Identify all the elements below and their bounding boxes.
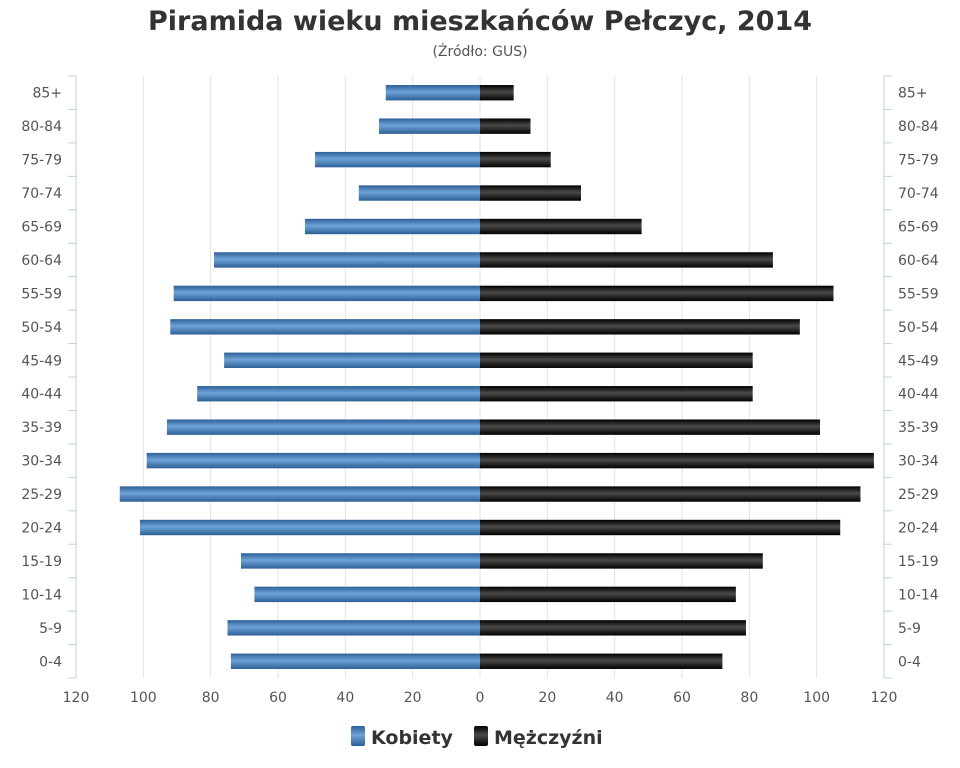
x-tick-label: 120 bbox=[871, 690, 898, 706]
x-tick-label: 20 bbox=[538, 690, 556, 706]
bar-mezczyzni-55-59[interactable] bbox=[480, 285, 834, 302]
bar-mezczyzni-45-49[interactable] bbox=[480, 352, 753, 368]
bar-mezczyzni-35-39[interactable] bbox=[480, 419, 821, 435]
x-tick-label: 60 bbox=[269, 690, 287, 706]
x-tick-label: 40 bbox=[336, 690, 354, 706]
y-tick-label-left: 75-79 bbox=[21, 153, 62, 169]
y-tick-label-left: 45-49 bbox=[21, 353, 62, 369]
y-tick-label-right: 30-34 bbox=[898, 454, 939, 470]
bar-kobiety-10-14[interactable] bbox=[254, 586, 480, 603]
y-tick-label-right: 85+ bbox=[898, 86, 928, 102]
y-tick-label-right: 40-44 bbox=[898, 387, 939, 403]
bars bbox=[119, 85, 874, 669]
bar-mezczyzni-30-34[interactable] bbox=[480, 452, 874, 469]
y-tick-label-right: 60-64 bbox=[898, 253, 939, 269]
bar-kobiety-75-79[interactable] bbox=[315, 151, 480, 168]
bar-kobiety-70-74[interactable] bbox=[358, 185, 480, 201]
bar-mezczyzni-60-64[interactable] bbox=[480, 252, 773, 268]
bar-mezczyzni-70-74[interactable] bbox=[480, 185, 581, 201]
bar-kobiety-35-39[interactable] bbox=[166, 419, 480, 435]
y-tick-label-left: 30-34 bbox=[21, 454, 62, 470]
y-tick-label-right: 15-19 bbox=[898, 554, 939, 570]
bar-kobiety-25-29[interactable] bbox=[119, 486, 481, 502]
bar-mezczyzni-15-19[interactable] bbox=[480, 553, 763, 569]
x-tick-label: 120 bbox=[63, 690, 90, 706]
bar-mezczyzni-40-44[interactable] bbox=[480, 386, 753, 402]
bar-kobiety-65-69[interactable] bbox=[304, 218, 480, 235]
bar-kobiety-55-59[interactable] bbox=[173, 285, 480, 302]
bar-kobiety-60-64[interactable] bbox=[214, 252, 481, 268]
x-tick-label: 100 bbox=[130, 690, 157, 706]
y-tick-label-left: 0-4 bbox=[39, 654, 62, 670]
legend-swatch-kobiety bbox=[351, 726, 365, 746]
y-tick-label-right: 35-39 bbox=[898, 420, 939, 436]
bar-mezczyzni-50-54[interactable] bbox=[480, 319, 800, 335]
bar-mezczyzni-25-29[interactable] bbox=[480, 486, 861, 502]
y-tick-label-left: 70-74 bbox=[21, 186, 62, 202]
x-tick-label: 0 bbox=[476, 690, 485, 706]
y-tick-label-left: 25-29 bbox=[21, 487, 62, 503]
y-tick-label-right: 45-49 bbox=[898, 353, 939, 369]
legend: Kobiety Mężczyźni bbox=[351, 726, 603, 749]
legend-swatch-mezczyzni bbox=[474, 726, 488, 746]
y-tick-label-left: 80-84 bbox=[21, 119, 62, 135]
bar-mezczyzni-80-84[interactable] bbox=[480, 118, 531, 134]
bar-kobiety-5-9[interactable] bbox=[227, 620, 481, 636]
y-tick-label-left: 20-24 bbox=[21, 521, 62, 537]
bar-kobiety-85+[interactable] bbox=[385, 85, 480, 101]
y-tick-label-left: 50-54 bbox=[21, 320, 62, 336]
chart-title: Piramida wieku mieszkańców Pełczyc, 2014 bbox=[147, 6, 813, 37]
tick-labels: 120 100 80 60 40 20 0 20 40 60 80 100 120 85+ 85+ 80-84… bbox=[21, 86, 938, 706]
bar-kobiety-0-4[interactable] bbox=[230, 653, 480, 669]
y-tick-label-right: 80-84 bbox=[898, 119, 939, 135]
bar-kobiety-50-54[interactable] bbox=[170, 319, 480, 335]
bar-mezczyzni-0-4[interactable] bbox=[480, 653, 723, 669]
bar-mezczyzni-65-69[interactable] bbox=[480, 218, 642, 235]
legend-label-mezczyzni: Mężczyźni bbox=[494, 727, 603, 749]
bar-mezczyzni-5-9[interactable] bbox=[480, 620, 746, 636]
y-tick-label-right: 0-4 bbox=[898, 654, 921, 670]
y-tick-label-left: 10-14 bbox=[21, 587, 62, 603]
bar-mezczyzni-10-14[interactable] bbox=[480, 586, 736, 603]
legend-item-mezczyzni[interactable]: Mężczyźni bbox=[474, 726, 603, 749]
bar-mezczyzni-85+[interactable] bbox=[480, 85, 514, 101]
x-tick-label: 80 bbox=[740, 690, 758, 706]
y-tick-label-left: 85+ bbox=[32, 86, 62, 102]
y-tick-label-right: 55-59 bbox=[898, 286, 939, 302]
y-tick-label-left: 65-69 bbox=[21, 220, 62, 236]
y-tick-label-right: 5-9 bbox=[898, 621, 921, 637]
y-tick-label-right: 25-29 bbox=[898, 487, 939, 503]
bar-kobiety-30-34[interactable] bbox=[146, 452, 480, 469]
y-tick-label-left: 15-19 bbox=[21, 554, 62, 570]
y-tick-label-right: 50-54 bbox=[898, 320, 939, 336]
y-tick-label-right: 20-24 bbox=[898, 521, 939, 537]
bar-kobiety-20-24[interactable] bbox=[139, 519, 480, 536]
y-tick-label-left: 60-64 bbox=[21, 253, 62, 269]
x-tick-label: 80 bbox=[202, 690, 220, 706]
y-tick-label-right: 10-14 bbox=[898, 587, 939, 603]
y-tick-label-left: 40-44 bbox=[21, 387, 62, 403]
y-tick-label-right: 65-69 bbox=[898, 220, 939, 236]
y-tick-label-right: 75-79 bbox=[898, 153, 939, 169]
x-tick-label: 100 bbox=[803, 690, 830, 706]
x-tick-label: 20 bbox=[404, 690, 422, 706]
bar-kobiety-80-84[interactable] bbox=[379, 118, 480, 134]
bar-kobiety-40-44[interactable] bbox=[197, 386, 480, 402]
axes bbox=[68, 75, 892, 679]
legend-label-kobiety: Kobiety bbox=[371, 727, 454, 749]
chart-subtitle: (Źródło: GUS) bbox=[432, 44, 528, 60]
x-tick-label: 40 bbox=[606, 690, 624, 706]
y-tick-label-left: 55-59 bbox=[21, 286, 62, 302]
bar-mezczyzni-75-79[interactable] bbox=[480, 151, 551, 168]
legend-item-kobiety[interactable]: Kobiety bbox=[351, 726, 454, 749]
y-tick-label-right: 70-74 bbox=[898, 186, 939, 202]
y-tick-label-left: 5-9 bbox=[39, 621, 62, 637]
bar-mezczyzni-20-24[interactable] bbox=[480, 519, 841, 536]
bar-kobiety-15-19[interactable] bbox=[240, 553, 480, 569]
bar-kobiety-45-49[interactable] bbox=[224, 352, 480, 368]
x-tick-label: 60 bbox=[673, 690, 691, 706]
y-tick-label-left: 35-39 bbox=[21, 420, 62, 436]
